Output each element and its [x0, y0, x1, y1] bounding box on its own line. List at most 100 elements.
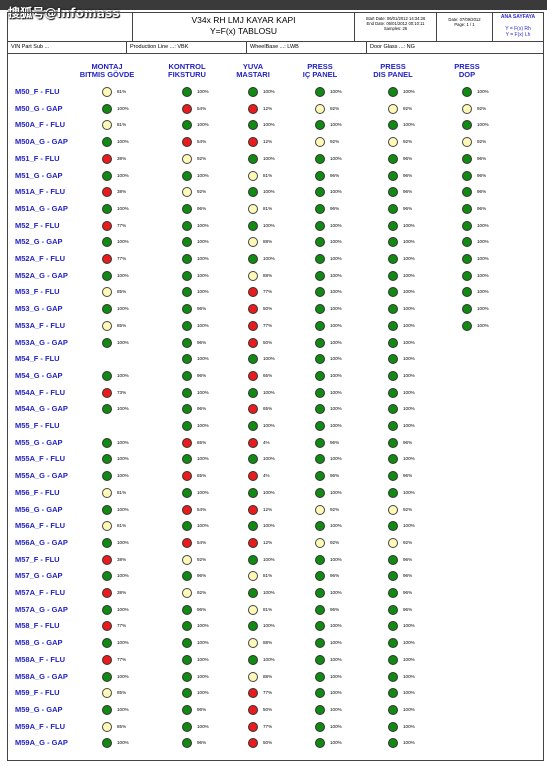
status-dot-green[interactable] — [102, 571, 112, 582]
status-dot-yellow[interactable] — [102, 721, 112, 732]
status-dot-green[interactable] — [182, 621, 192, 632]
row-label[interactable]: M52_G - GAP — [15, 237, 63, 247]
status-dot-green[interactable] — [388, 87, 398, 97]
status-dot-green[interactable] — [102, 370, 112, 381]
status-dot-yellow[interactable] — [315, 537, 325, 548]
status-dot-green[interactable] — [102, 537, 112, 548]
status-dot-green[interactable] — [315, 554, 325, 565]
status-dot-yellow[interactable] — [102, 688, 112, 699]
row-label[interactable]: M53_F - FLU — [15, 287, 60, 297]
status-dot-green[interactable] — [182, 404, 192, 415]
status-dot-yellow[interactable] — [248, 237, 258, 248]
status-dot-green[interactable] — [388, 738, 398, 749]
status-dot-yellow[interactable] — [388, 537, 398, 548]
row-label[interactable]: M54A_G - GAP — [15, 404, 68, 414]
status-dot-green[interactable] — [182, 571, 192, 582]
status-dot-green[interactable] — [388, 270, 398, 281]
status-dot-yellow[interactable] — [315, 137, 325, 148]
status-dot-red[interactable] — [182, 504, 192, 515]
status-dot-green[interactable] — [315, 120, 325, 131]
status-dot-green[interactable] — [315, 454, 325, 465]
status-dot-green[interactable] — [388, 153, 398, 164]
status-dot-green[interactable] — [315, 170, 325, 181]
status-dot-green[interactable] — [315, 421, 325, 431]
status-dot-yellow[interactable] — [248, 638, 258, 649]
row-label[interactable]: M58_F - FLU — [15, 621, 60, 631]
status-dot-red[interactable] — [248, 738, 258, 749]
status-dot-green[interactable] — [462, 170, 472, 181]
status-dot-green[interactable] — [102, 170, 112, 181]
status-dot-yellow[interactable] — [462, 103, 472, 114]
status-dot-green[interactable] — [315, 187, 325, 198]
status-dot-green[interactable] — [102, 137, 112, 148]
status-dot-yellow[interactable] — [182, 588, 192, 598]
status-dot-green[interactable] — [182, 521, 192, 532]
status-dot-red[interactable] — [248, 337, 258, 348]
status-dot-yellow[interactable] — [388, 137, 398, 148]
status-dot-red[interactable] — [102, 187, 112, 198]
status-dot-green[interactable] — [182, 170, 192, 181]
status-dot-green[interactable] — [462, 304, 472, 315]
status-dot-green[interactable] — [315, 354, 325, 365]
row-label[interactable]: M51_G - GAP — [15, 170, 63, 180]
status-dot-red[interactable] — [102, 153, 112, 164]
status-dot-green[interactable] — [182, 203, 192, 214]
status-dot-yellow[interactable] — [462, 137, 472, 148]
row-label[interactable]: M55_F - FLU — [15, 421, 60, 430]
status-dot-green[interactable] — [315, 638, 325, 649]
status-dot-yellow[interactable] — [388, 103, 398, 114]
status-dot-green[interactable] — [315, 320, 325, 331]
status-dot-green[interactable] — [462, 120, 472, 131]
status-dot-green[interactable] — [388, 704, 398, 715]
fx-lh-link[interactable]: Y = F(x) Lh — [505, 32, 531, 38]
status-dot-red[interactable] — [248, 103, 258, 114]
status-dot-green[interactable] — [388, 654, 398, 665]
status-dot-green[interactable] — [388, 521, 398, 532]
status-dot-green[interactable] — [102, 203, 112, 214]
status-dot-green[interactable] — [315, 404, 325, 415]
status-dot-green[interactable] — [462, 320, 472, 331]
status-dot-green[interactable] — [182, 270, 192, 281]
status-dot-green[interactable] — [462, 220, 472, 231]
status-dot-green[interactable] — [388, 387, 398, 398]
status-dot-green[interactable] — [182, 370, 192, 381]
status-dot-green[interactable] — [462, 187, 472, 198]
status-dot-green[interactable] — [248, 521, 258, 532]
status-dot-green[interactable] — [182, 304, 192, 315]
status-dot-red[interactable] — [248, 320, 258, 331]
row-label[interactable]: M59_G - GAP — [15, 704, 63, 714]
status-dot-green[interactable] — [388, 120, 398, 131]
status-dot-yellow[interactable] — [102, 521, 112, 532]
status-dot-green[interactable] — [388, 437, 398, 448]
status-dot-green[interactable] — [248, 588, 258, 598]
status-dot-green[interactable] — [462, 254, 472, 264]
status-dot-green[interactable] — [102, 304, 112, 315]
row-label[interactable]: M50_F - FLU — [15, 87, 60, 96]
status-dot-green[interactable] — [315, 220, 325, 231]
status-dot-green[interactable] — [248, 554, 258, 565]
status-dot-green[interactable] — [315, 370, 325, 381]
status-dot-green[interactable] — [388, 554, 398, 565]
status-dot-green[interactable] — [315, 621, 325, 632]
status-dot-green[interactable] — [102, 270, 112, 281]
status-dot-green[interactable] — [182, 704, 192, 715]
status-dot-red[interactable] — [102, 554, 112, 565]
status-dot-green[interactable] — [315, 87, 325, 97]
status-dot-green[interactable] — [182, 87, 192, 97]
status-dot-yellow[interactable] — [182, 187, 192, 198]
row-label[interactable]: M50_G - GAP — [15, 103, 63, 113]
row-label[interactable]: M54_G - GAP — [15, 370, 63, 380]
status-dot-green[interactable] — [248, 153, 258, 164]
status-dot-yellow[interactable] — [315, 504, 325, 515]
status-dot-green[interactable] — [102, 638, 112, 649]
status-dot-green[interactable] — [248, 220, 258, 231]
status-dot-green[interactable] — [388, 203, 398, 214]
status-dot-red[interactable] — [182, 437, 192, 448]
status-dot-green[interactable] — [388, 220, 398, 231]
status-dot-yellow[interactable] — [248, 571, 258, 582]
status-dot-green[interactable] — [315, 521, 325, 532]
status-dot-green[interactable] — [182, 688, 192, 699]
status-dot-red[interactable] — [248, 704, 258, 715]
status-dot-green[interactable] — [388, 304, 398, 315]
status-dot-yellow[interactable] — [102, 320, 112, 331]
